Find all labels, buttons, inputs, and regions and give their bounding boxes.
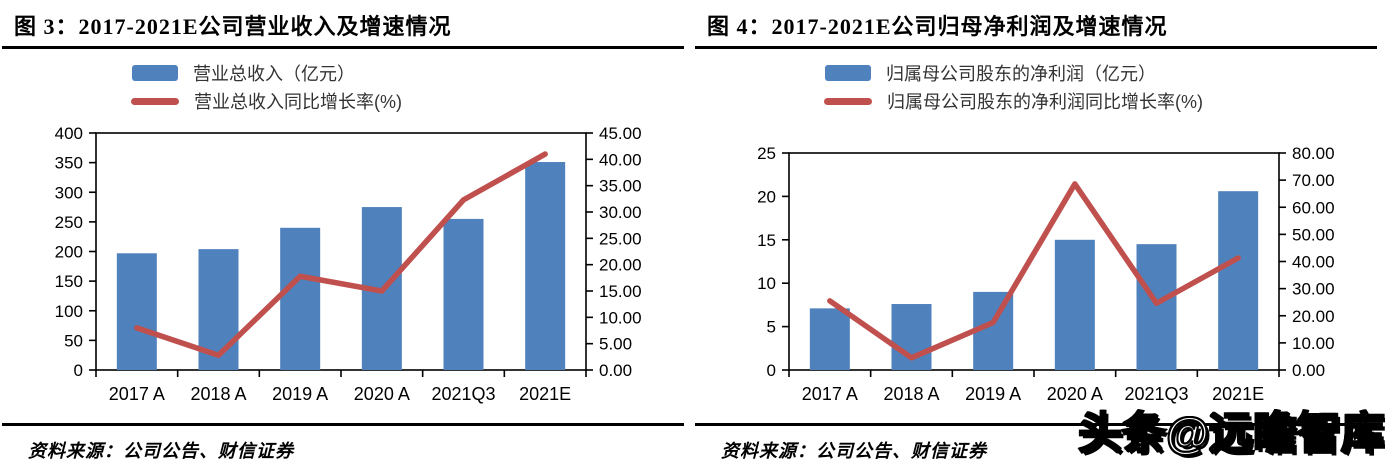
left-axis-tick-label: 10: [757, 274, 776, 293]
legend-item-net-profit: 归属母公司股东的净利润（亿元）: [825, 59, 1385, 87]
title-rule: [2, 46, 684, 49]
left-axis-tick-label: 300: [55, 183, 83, 202]
left-axis-tick-label: 0: [74, 361, 83, 380]
right-axis-tick-label: 35.00: [599, 177, 642, 196]
bar: [1136, 244, 1177, 370]
watermark: 头条@远瞻智库: [1077, 408, 1385, 459]
x-axis-category-label: 2021E: [519, 384, 571, 404]
x-axis-category-label: 2020 A: [1047, 384, 1103, 404]
net-profit-chart: 0 5 10 15 20 25 0.00 10.00 20.00 30.00 40.00 50.00 6…: [757, 144, 1335, 404]
right-axis-tick-label: 20.00: [599, 256, 642, 275]
x-axis-category-label: 2021Q3: [1124, 384, 1188, 404]
right-axis-tick-label: 10.00: [599, 308, 642, 327]
left-axis-tick-label: 400: [55, 124, 83, 143]
source-text: 资料来源：公司公告、财信证券: [28, 441, 294, 461]
right-axis-tick-label: 40.00: [599, 150, 642, 169]
left-axis-tick-label: 200: [55, 243, 83, 262]
x-axis-category-label: 2018 A: [883, 384, 939, 404]
right-axis-tick-label: 25.00: [599, 229, 642, 248]
plot-border: [788, 152, 1280, 371]
line-legend-swatch: [131, 97, 179, 105]
x-axis-category-label: 2019 A: [965, 384, 1021, 404]
left-axis-tick-label: 5: [767, 318, 776, 337]
bar: [525, 162, 566, 370]
left-axis-tick-label: 50: [64, 331, 83, 350]
left-axis-tick-label: 100: [55, 302, 83, 321]
x-axis-category-label: 2020 A: [354, 384, 410, 404]
bar: [443, 218, 484, 370]
figure-4-title: 图 4：2017-2021E公司归母净利润及增速情况: [707, 14, 1168, 39]
right-axis-tick-label: 20.00: [1292, 307, 1335, 326]
right-axis-tick-label: 70.00: [1292, 171, 1335, 190]
left-axis-tick-label: 250: [55, 213, 83, 232]
right-axis-tick-label: 15.00: [599, 282, 642, 301]
title-rule: [695, 46, 1377, 49]
right-axis-tick-label: 40.00: [1292, 253, 1335, 272]
figure-3-title: 图 3：2017-2021E公司营业收入及增速情况: [14, 14, 452, 39]
x-axis-category-label: 2019 A: [272, 384, 328, 404]
figure-3-panel: 图 3：2017-2021E公司营业收入及增速情况 营业总收入（亿元） 营业总收…: [0, 0, 692, 463]
line-legend-swatch: [824, 97, 872, 105]
bar-legend-swatch: [825, 65, 871, 81]
plot-border: [95, 132, 587, 371]
source-text: 资料来源：公司公告、财信证券: [721, 441, 987, 461]
left-axis-tick-label: 150: [55, 272, 83, 291]
left-axis-tick-label: 0: [767, 361, 776, 380]
right-axis-tick-label: 5.00: [599, 335, 632, 354]
legend-item-revenue-growth: 营业总收入同比增长率(%): [131, 87, 692, 115]
left-axis-tick-label: 25: [757, 144, 776, 163]
revenue-chart: 0 50 100 150 200 250 300 350 400 0.00 5.00 10.00 15.…: [55, 124, 642, 404]
legend-item-net-profit-growth: 归属母公司股东的净利润同比增长率(%): [824, 87, 1385, 115]
left-axis-tick-label: 350: [55, 154, 83, 173]
source-rule: [695, 423, 1377, 426]
figure-4-panel: 图 4：2017-2021E公司归母净利润及增速情况 归属母公司股东的净利润（亿…: [693, 0, 1385, 463]
right-axis-tick-label: 50.00: [1292, 225, 1335, 244]
right-axis-tick-label: 80.00: [1292, 144, 1335, 163]
growth-line: [134, 151, 548, 359]
bar: [1054, 239, 1095, 370]
growth-line: [827, 181, 1241, 361]
legend-label: 归属母公司股东的净利润同比增长率(%): [887, 92, 1203, 112]
x-axis-category-label: 2021E: [1212, 384, 1264, 404]
bar: [116, 253, 157, 370]
x-axis-category-label: 2017 A: [109, 384, 165, 404]
source-rule: [2, 423, 684, 426]
right-axis-tick-label: 30.00: [1292, 280, 1335, 299]
left-axis-tick-label: 20: [757, 187, 776, 206]
bar: [280, 227, 321, 370]
right-axis-tick-label: 30.00: [599, 203, 642, 222]
right-axis-tick-label: 45.00: [599, 124, 642, 143]
figure-4-legend: 归属母公司股东的净利润（亿元） 归属母公司股东的净利润同比增长率(%): [693, 49, 1385, 117]
x-axis-category-label: 2018 A: [190, 384, 246, 404]
right-axis-tick-label: 60.00: [1292, 198, 1335, 217]
right-axis-tick-label: 0.00: [599, 361, 632, 380]
x-axis-category-label: 2021Q3: [431, 384, 495, 404]
left-axis-tick-label: 15: [757, 231, 776, 250]
x-axis-category-label: 2017 A: [802, 384, 858, 404]
right-axis-tick-label: 0.00: [1292, 361, 1325, 380]
bar: [1218, 191, 1259, 370]
legend-label: 营业总收入（亿元）: [193, 64, 355, 84]
legend-label: 归属母公司股东的净利润（亿元）: [886, 64, 1156, 84]
figure-3-legend: 营业总收入（亿元） 营业总收入同比增长率(%): [0, 49, 692, 117]
bar-legend-swatch: [132, 65, 178, 81]
bar: [809, 308, 850, 370]
legend-item-revenue: 营业总收入（亿元）: [132, 59, 692, 87]
right-axis-tick-label: 10.00: [1292, 334, 1335, 353]
legend-label: 营业总收入同比增长率(%): [194, 92, 402, 112]
